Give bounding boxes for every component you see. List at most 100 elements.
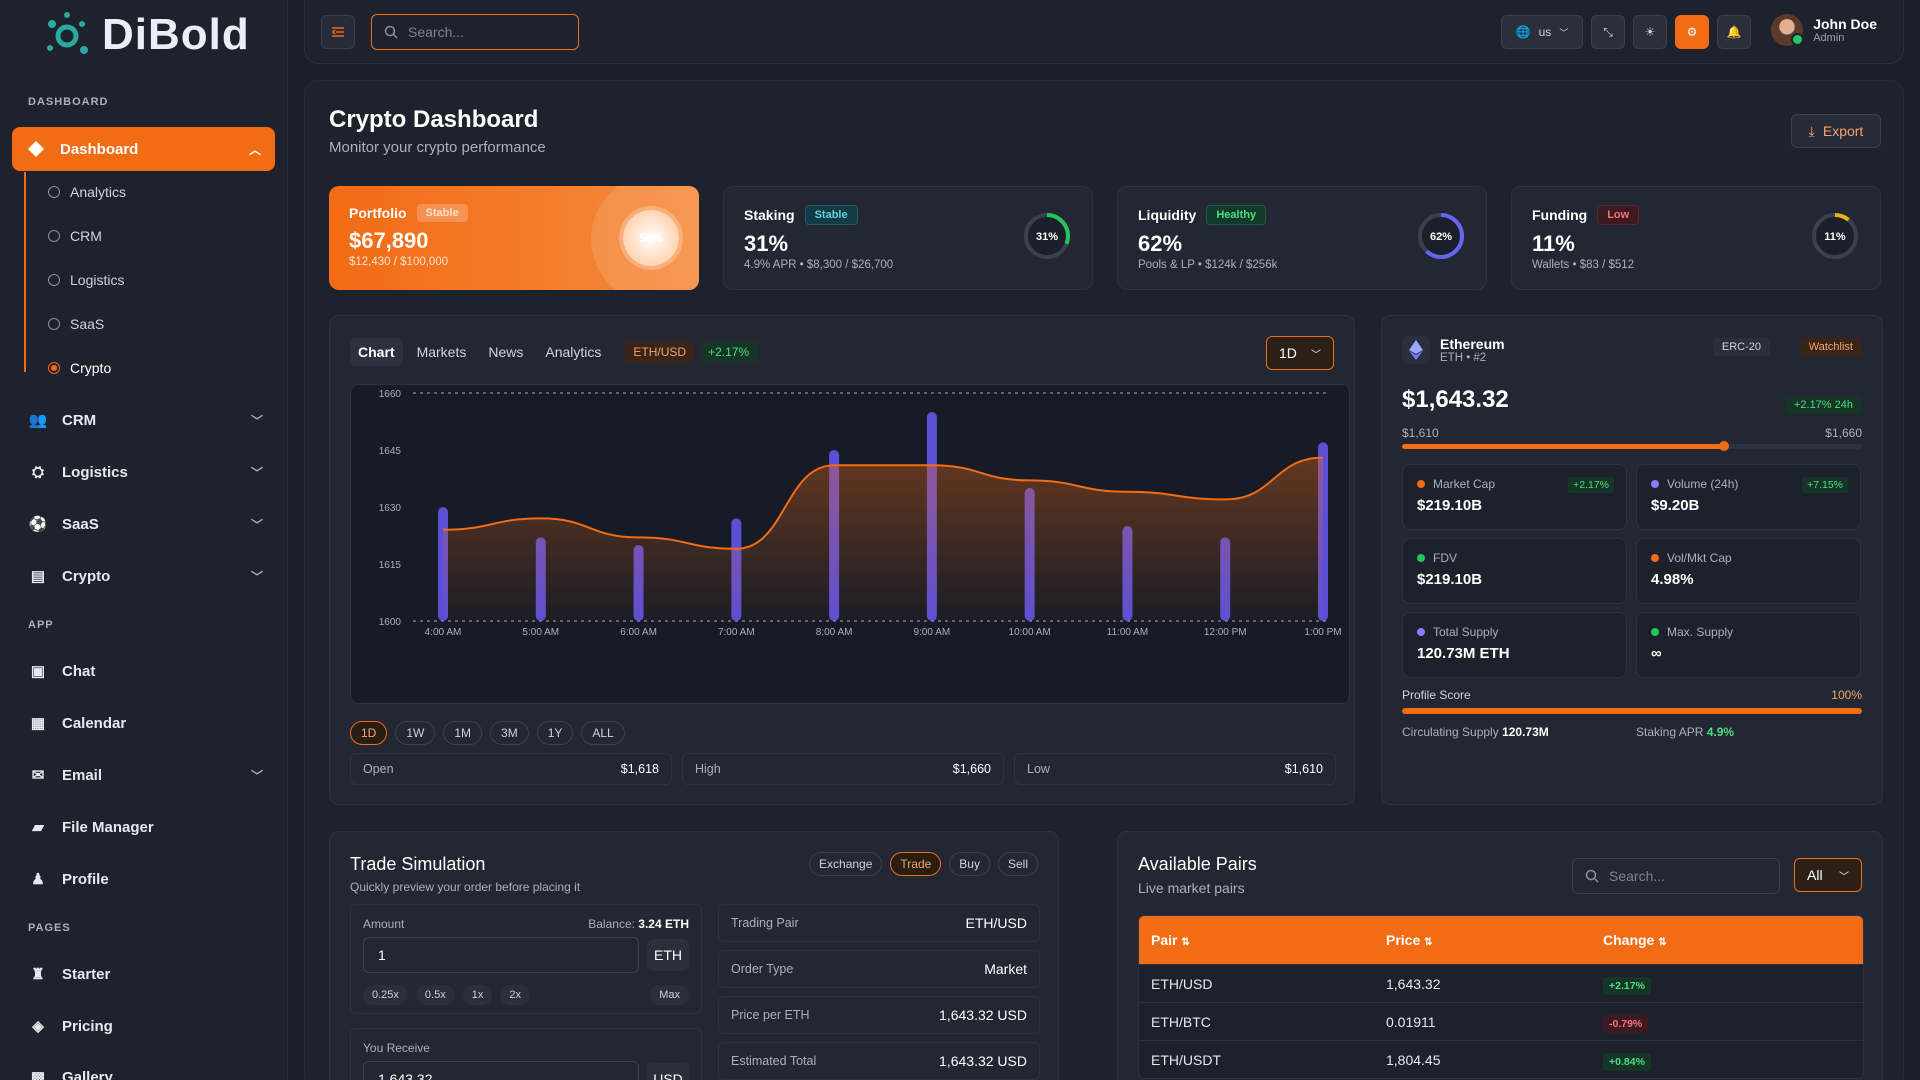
sidebar-subitem-saas[interactable]: SaaS <box>48 316 104 332</box>
table-row[interactable]: ETH/USD 1,643.32 +2.17% <box>1139 964 1863 1002</box>
table-row[interactable]: ETH/BTC 0.01911 -0.79% <box>1139 1002 1863 1040</box>
sidebar-item-profile[interactable]: ♟ Profile <box>28 864 263 894</box>
stat-value: 11% <box>1532 231 1575 256</box>
sidebar-item-gallery[interactable]: ▩ Gallery <box>28 1062 263 1080</box>
range-1d[interactable]: 1D <box>350 721 388 745</box>
sidebar-subitem-crm[interactable]: CRM <box>48 228 102 244</box>
search-placeholder: Search... <box>408 24 465 40</box>
col-change[interactable]: Change ⇅ <box>1603 932 1863 948</box>
balance: Balance: 3.24 ETH <box>588 917 689 931</box>
theme-toggle-button[interactable]: ☀ <box>1633 15 1667 49</box>
language-selector[interactable]: 🌐 us ﹀ <box>1501 15 1583 49</box>
section-app: APP <box>28 619 54 631</box>
table-row[interactable]: ETH/USDT 1,804.45 +0.84% <box>1139 1040 1863 1078</box>
bullet-icon <box>48 186 60 198</box>
sidebar-item-crypto[interactable]: ▤ Crypto ﹀ <box>28 561 263 591</box>
col-pair[interactable]: Pair ⇅ <box>1139 932 1386 948</box>
watchlist-button[interactable]: Watchlist <box>1799 338 1862 356</box>
user-menu[interactable]: John Doe Admin <box>1771 14 1877 46</box>
x-tick-label: 4:00 AM <box>425 627 462 638</box>
interval-select[interactable]: 1D ﹀ <box>1266 336 1334 370</box>
y-tick-label: 1645 <box>379 446 402 457</box>
settings-button[interactable]: ⚙ <box>1675 15 1709 49</box>
tab-news[interactable]: News <box>488 344 524 360</box>
export-button[interactable]: ⤓ Export <box>1791 114 1881 148</box>
search-box[interactable]: Search... <box>371 14 579 50</box>
y-tick-label: 1600 <box>379 617 402 628</box>
max-button[interactable]: Max <box>650 985 689 1005</box>
area-fill <box>443 457 1323 621</box>
metric-max-supply: Max. Supply ∞ <box>1636 612 1861 678</box>
pill-sell[interactable]: Sell <box>997 852 1038 876</box>
sidebar-item-logistics[interactable]: ⛭ Logistics ﹀ <box>28 457 263 487</box>
staking-apr: Staking APR 4.9% <box>1636 725 1734 739</box>
mult-1[interactable]: 1x <box>462 985 493 1005</box>
menu-toggle-button[interactable] <box>321 15 355 49</box>
x-tick-label: 12:00 PM <box>1204 627 1247 638</box>
pill-buy[interactable]: Buy <box>949 852 990 876</box>
tab-markets[interactable]: Markets <box>416 344 467 360</box>
sidebar-subitem-crypto[interactable]: Crypto <box>48 360 111 376</box>
gear-icon: ⚙ <box>1686 25 1698 39</box>
open-label: Open <box>363 762 394 776</box>
x-tick-label: 7:00 AM <box>718 627 755 638</box>
mult-05[interactable]: 0.5x <box>415 985 455 1005</box>
sidebar-item-file-manager[interactable]: ▰ File Manager <box>28 812 263 842</box>
pill-trade[interactable]: Trade <box>890 852 942 876</box>
mult-025[interactable]: 0.25x <box>363 985 408 1005</box>
range-3m[interactable]: 3M <box>490 721 529 745</box>
metric-label: Max. Supply <box>1667 625 1734 639</box>
tab-analytics[interactable]: Analytics <box>545 344 602 360</box>
notifications-button[interactable]: 🔔 <box>1717 15 1751 49</box>
bullet-icon <box>48 274 60 286</box>
range-1m[interactable]: 1M <box>443 721 483 745</box>
search-icon <box>384 25 398 39</box>
stat-sub: Pools & LP • $124k / $256k <box>1138 259 1278 271</box>
sidebar-item-chat[interactable]: ▣ Chat <box>28 656 263 686</box>
receive-output: 1,643.32 <box>363 1061 639 1080</box>
field-value: ETH/USD <box>965 915 1027 931</box>
profile-score-label: Profile Score <box>1402 688 1471 702</box>
sidebar-item-saas[interactable]: ⚽ SaaS ﹀ <box>28 509 263 539</box>
sidebar-item-label: Dashboard <box>60 140 139 158</box>
sidebar-item-dashboard[interactable]: Dashboard ︿ <box>12 127 275 171</box>
sidebar-item-starter[interactable]: ♜ Starter <box>28 959 263 989</box>
range-1w[interactable]: 1W <box>395 721 436 745</box>
balance-value: 3.24 ETH <box>638 917 689 931</box>
stat-label-row: Portfolio Stable <box>349 204 679 222</box>
sidebar-item-calendar[interactable]: ▦ Calendar <box>28 708 263 738</box>
metric-label: Volume (24h) <box>1667 477 1739 491</box>
y-tick-label: 1615 <box>379 560 402 571</box>
stat-sub: Wallets • $83 / $512 <box>1532 259 1635 271</box>
profile-score-bar <box>1402 708 1862 714</box>
mult-2[interactable]: 2x <box>500 985 530 1005</box>
price-range-track <box>1402 441 1862 451</box>
search-icon <box>1585 869 1599 883</box>
sidebar-item-label: Logistics <box>62 463 128 481</box>
users-icon: 👥 <box>28 412 48 429</box>
logo[interactable]: DiBold <box>38 10 250 60</box>
sidebar-item-email[interactable]: ✉ Email ﹀ <box>28 760 263 790</box>
change-badge: +2.17% <box>1603 976 1651 995</box>
sidebar-subitem-analytics[interactable]: Analytics <box>48 184 126 200</box>
sidebar-item-label: Pricing <box>62 1017 113 1035</box>
col-price[interactable]: Price ⇅ <box>1386 932 1603 948</box>
field-value: Market <box>984 961 1027 977</box>
range-all[interactable]: ALL <box>581 721 625 745</box>
tab-chart[interactable]: Chart <box>350 338 403 366</box>
pill-exchange[interactable]: Exchange <box>809 852 883 876</box>
pairs-search[interactable]: Search... <box>1572 858 1780 894</box>
token-standard-badge: ERC-20 <box>1712 338 1770 356</box>
bullet-icon <box>48 230 60 242</box>
sidebar-subitem-logistics[interactable]: Logistics <box>48 272 124 288</box>
sidebar-item-crm[interactable]: 👥 CRM ﹀ <box>28 405 263 435</box>
sidebar-item-pricing[interactable]: ◈ Pricing <box>28 1011 263 1041</box>
pairs-filter-select[interactable]: All ﹀ <box>1794 858 1862 892</box>
amount-input[interactable]: 1 <box>363 937 639 973</box>
stat-label: Liquidity <box>1138 207 1197 223</box>
fullscreen-button[interactable]: ⤡ <box>1591 15 1625 49</box>
range-1y[interactable]: 1Y <box>536 721 574 745</box>
sidebar-subitem-label: Analytics <box>70 184 127 200</box>
profile-score-value: 100% <box>1831 688 1862 702</box>
portfolio-percent-disk: 56% <box>623 210 679 266</box>
